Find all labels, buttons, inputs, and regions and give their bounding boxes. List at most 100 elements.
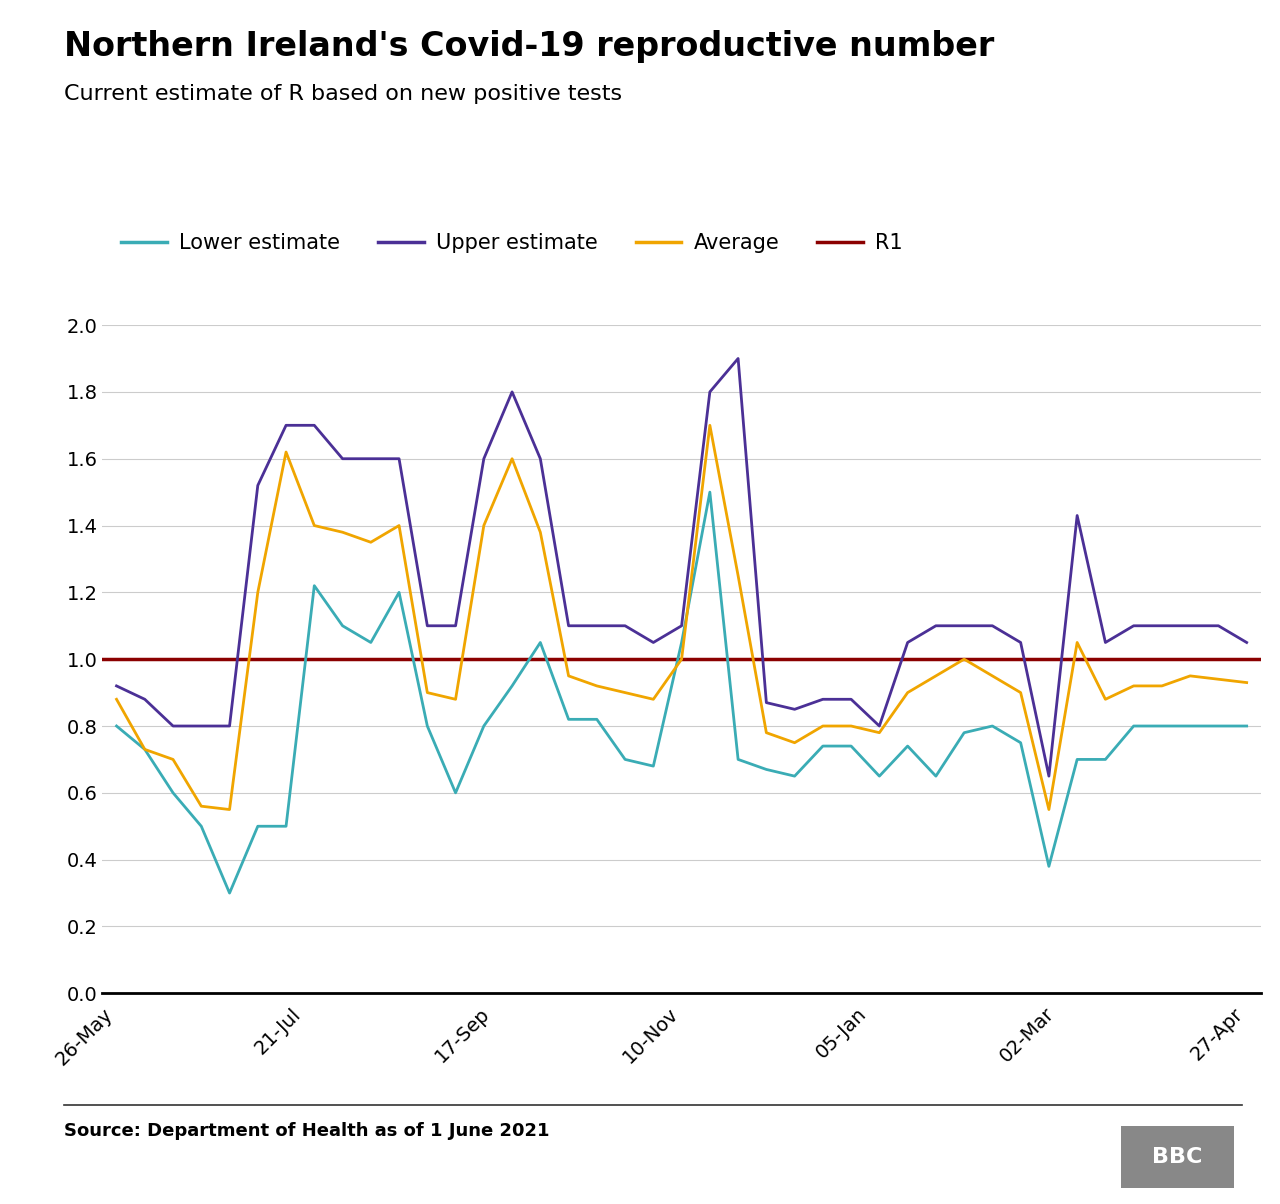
Upper estimate [844, 692, 859, 707]
Upper estimate [504, 385, 520, 400]
Upper estimate [420, 619, 435, 633]
Average [617, 685, 632, 700]
Upper estimate [984, 619, 1000, 633]
Lower estimate [504, 679, 520, 694]
Lower estimate [703, 485, 718, 500]
Average [1126, 679, 1142, 694]
Average [844, 719, 859, 733]
Upper estimate [645, 636, 660, 650]
Upper estimate [617, 619, 632, 633]
Average [221, 802, 237, 816]
Lower estimate [278, 819, 293, 833]
Upper estimate [392, 452, 407, 466]
Average [307, 518, 323, 532]
Average [787, 736, 803, 750]
Upper estimate [759, 696, 774, 710]
Lower estimate [364, 636, 379, 650]
Average [476, 518, 492, 532]
Upper estimate [476, 452, 492, 466]
Lower estimate [645, 759, 660, 773]
Average [561, 668, 576, 683]
Upper estimate [250, 478, 265, 492]
Average [1183, 668, 1198, 683]
Upper estimate [335, 452, 351, 466]
Text: BBC: BBC [1152, 1147, 1203, 1167]
Average [928, 668, 943, 683]
Lower estimate [1239, 719, 1254, 733]
Upper estimate [561, 619, 576, 633]
Upper estimate [1126, 619, 1142, 633]
Line: Upper estimate: Upper estimate [116, 359, 1247, 777]
Lower estimate [420, 719, 435, 733]
Upper estimate [307, 418, 323, 432]
Text: Source: Department of Health as of 1 June 2021: Source: Department of Health as of 1 Jun… [64, 1122, 549, 1140]
Text: Current estimate of R based on new positive tests: Current estimate of R based on new posit… [64, 84, 622, 105]
Average [872, 726, 887, 740]
R1 [109, 653, 124, 667]
Upper estimate [589, 619, 604, 633]
Average [1070, 636, 1085, 650]
Lower estimate [1183, 719, 1198, 733]
Average [193, 799, 209, 814]
Lower estimate [928, 769, 943, 784]
Average [137, 742, 152, 756]
Upper estimate [1098, 636, 1114, 650]
Lower estimate [589, 712, 604, 726]
Upper estimate [703, 385, 718, 400]
Average [250, 585, 265, 600]
Lower estimate [984, 719, 1000, 733]
Average [673, 653, 689, 667]
Lower estimate [787, 769, 803, 784]
Lower estimate [250, 819, 265, 833]
Lower estimate [1012, 736, 1028, 750]
Average [1098, 692, 1114, 707]
Average [532, 525, 548, 539]
Average [956, 653, 972, 667]
Lower estimate [392, 585, 407, 600]
Upper estimate [1183, 619, 1198, 633]
Lower estimate [137, 742, 152, 756]
Upper estimate [731, 352, 746, 366]
Lower estimate [1070, 752, 1085, 767]
Average [1041, 802, 1056, 816]
Lower estimate [1211, 719, 1226, 733]
Upper estimate [928, 619, 943, 633]
Average [900, 685, 915, 700]
Lower estimate [335, 619, 351, 633]
Average [1155, 679, 1170, 694]
Average [815, 719, 831, 733]
Lower estimate [872, 769, 887, 784]
Average [335, 525, 351, 539]
Lower estimate [617, 752, 632, 767]
Upper estimate [815, 692, 831, 707]
Upper estimate [532, 452, 548, 466]
Upper estimate [1012, 636, 1028, 650]
Text: Northern Ireland's Covid-19 reproductive number: Northern Ireland's Covid-19 reproductive… [64, 30, 995, 63]
Upper estimate [673, 619, 689, 633]
Average [165, 752, 180, 767]
Lower estimate [1155, 719, 1170, 733]
FancyBboxPatch shape [1121, 1126, 1234, 1188]
Lower estimate [476, 719, 492, 733]
Average [109, 692, 124, 707]
Lower estimate [815, 739, 831, 754]
Lower estimate [193, 819, 209, 833]
Upper estimate [900, 636, 915, 650]
Lower estimate [532, 636, 548, 650]
Average [504, 452, 520, 466]
Upper estimate [364, 452, 379, 466]
Upper estimate [1070, 508, 1085, 523]
Upper estimate [193, 719, 209, 733]
R1 [137, 653, 152, 667]
Lower estimate [1126, 719, 1142, 733]
Lower estimate [673, 636, 689, 650]
Lower estimate [956, 726, 972, 740]
Average [703, 418, 718, 432]
Average [420, 685, 435, 700]
Upper estimate [787, 702, 803, 716]
Legend: Lower estimate, Upper estimate, Average, R1: Lower estimate, Upper estimate, Average,… [113, 224, 911, 261]
Average [984, 668, 1000, 683]
Upper estimate [872, 719, 887, 733]
Lower estimate [448, 785, 463, 799]
Upper estimate [1239, 636, 1254, 650]
